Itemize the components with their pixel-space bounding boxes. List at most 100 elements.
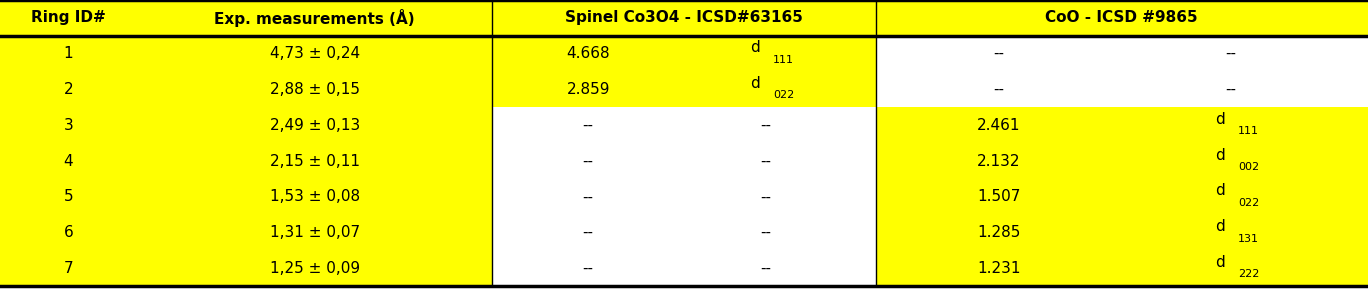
Bar (1122, 36, 1368, 72)
Bar (684, 215, 876, 250)
Bar (0, 72, 137, 107)
Text: 2,15 ± 0,11: 2,15 ± 0,11 (269, 154, 360, 168)
Bar (1122, 143, 1368, 179)
Bar (492, 0, 684, 36)
Bar (684, 143, 876, 179)
Bar (684, 179, 876, 215)
Text: 2: 2 (63, 82, 74, 97)
Text: 1.285: 1.285 (977, 225, 1021, 240)
Bar (876, 143, 1122, 179)
Bar (0, 215, 137, 250)
Bar (876, 72, 1122, 107)
Text: 111: 111 (1238, 126, 1259, 136)
Bar (492, 250, 684, 286)
Bar (684, 215, 876, 250)
Bar (876, 250, 1122, 286)
Bar (684, 250, 876, 286)
Bar (1122, 72, 1368, 107)
Text: 3: 3 (63, 118, 74, 133)
Text: d: d (1215, 183, 1224, 198)
Text: Spinel Co3O4 - ICSD#63165: Spinel Co3O4 - ICSD#63165 (565, 10, 803, 25)
Text: d: d (750, 76, 759, 91)
Bar (0, 0, 137, 36)
Bar (1122, 179, 1368, 215)
Text: Ring ID#: Ring ID# (31, 10, 105, 25)
Bar (492, 143, 684, 179)
Bar (876, 0, 1122, 36)
Bar (1122, 107, 1368, 143)
Text: 1.231: 1.231 (977, 261, 1021, 276)
Bar (1122, 250, 1368, 286)
Text: d: d (1215, 255, 1224, 270)
Text: 1,31 ± 0,07: 1,31 ± 0,07 (269, 225, 360, 240)
Bar (492, 250, 684, 286)
Bar (0, 36, 137, 72)
Text: d: d (1215, 219, 1224, 234)
Bar (137, 179, 492, 215)
Bar (492, 107, 684, 143)
Text: 111: 111 (773, 55, 793, 65)
Bar (876, 36, 1122, 72)
Bar (137, 72, 492, 107)
Bar (492, 179, 684, 215)
Text: --: -- (583, 118, 594, 133)
Bar (492, 215, 684, 250)
Bar (0, 143, 137, 179)
Bar (492, 36, 684, 72)
Text: 5: 5 (63, 189, 74, 204)
Bar (492, 72, 684, 107)
Bar (684, 72, 876, 107)
Text: --: -- (761, 154, 772, 168)
Bar (684, 250, 876, 286)
Bar (684, 143, 876, 179)
Text: --: -- (993, 82, 1004, 97)
Bar (0, 107, 137, 143)
Text: Exp. measurements (Å): Exp. measurements (Å) (215, 9, 415, 27)
Bar (137, 143, 492, 179)
Text: 2,49 ± 0,13: 2,49 ± 0,13 (269, 118, 360, 133)
Bar (137, 215, 492, 250)
Text: --: -- (761, 189, 772, 204)
Bar (1122, 0, 1368, 36)
Text: d: d (750, 40, 759, 55)
Bar (492, 179, 684, 215)
Bar (492, 143, 684, 179)
Bar (0, 250, 137, 286)
Bar (137, 107, 492, 143)
Bar (684, 36, 876, 72)
Text: --: -- (761, 225, 772, 240)
Bar (492, 215, 684, 250)
Text: --: -- (993, 46, 1004, 61)
Text: d: d (1215, 112, 1224, 127)
Bar (684, 179, 876, 215)
Text: 6: 6 (63, 225, 74, 240)
Text: 131: 131 (1238, 233, 1259, 244)
Text: 1: 1 (63, 46, 74, 61)
Text: d: d (1215, 148, 1224, 162)
Bar (137, 36, 492, 72)
Text: 4.668: 4.668 (566, 46, 610, 61)
Text: 022: 022 (773, 90, 795, 100)
Bar (876, 107, 1122, 143)
Bar (684, 107, 876, 143)
Bar (876, 36, 1122, 72)
Text: 1,53 ± 0,08: 1,53 ± 0,08 (269, 189, 360, 204)
Text: 1.507: 1.507 (977, 189, 1021, 204)
Text: 7: 7 (63, 261, 74, 276)
Text: 2.859: 2.859 (566, 82, 610, 97)
Bar (1122, 36, 1368, 72)
Bar (1122, 215, 1368, 250)
Bar (137, 250, 492, 286)
Text: --: -- (1226, 82, 1237, 97)
Text: 2,88 ± 0,15: 2,88 ± 0,15 (269, 82, 360, 97)
Text: --: -- (583, 154, 594, 168)
Text: 002: 002 (1238, 162, 1259, 172)
Text: 4,73 ± 0,24: 4,73 ± 0,24 (269, 46, 360, 61)
Bar (876, 179, 1122, 215)
Text: 1,25 ± 0,09: 1,25 ± 0,09 (269, 261, 360, 276)
Text: --: -- (583, 261, 594, 276)
Text: --: -- (761, 261, 772, 276)
Text: --: -- (761, 118, 772, 133)
Text: 2.132: 2.132 (977, 154, 1021, 168)
Text: 222: 222 (1238, 269, 1260, 279)
